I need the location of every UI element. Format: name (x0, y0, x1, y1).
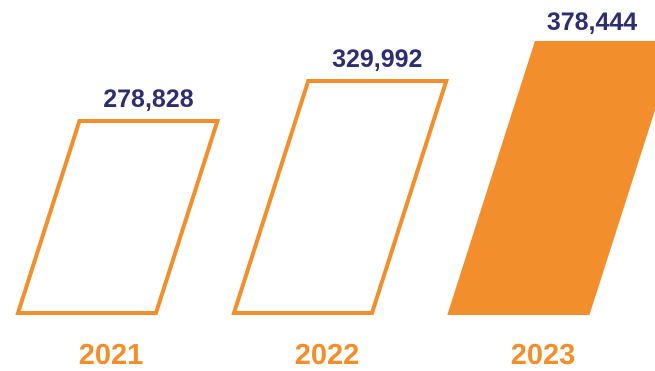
value-label-2022: 329,992 (332, 45, 422, 73)
bar-2023 (447, 41, 655, 315)
value-label-2023: 378,444 (547, 8, 637, 36)
bar-2021 (15, 119, 221, 315)
value-label-2021: 278,828 (103, 85, 193, 113)
year-label-2023: 2023 (511, 339, 576, 371)
bar-2022 (231, 78, 449, 315)
year-label-2022: 2022 (295, 339, 360, 371)
year-label-2021: 2021 (79, 339, 144, 371)
